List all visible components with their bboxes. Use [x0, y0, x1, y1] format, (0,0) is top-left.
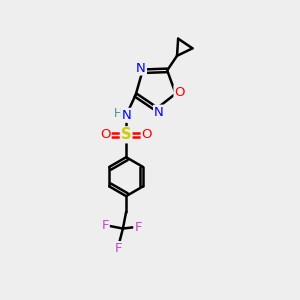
- Text: F: F: [101, 219, 109, 232]
- Text: F: F: [115, 242, 123, 255]
- Text: N: N: [136, 61, 146, 74]
- Text: H: H: [114, 107, 123, 120]
- Text: O: O: [100, 128, 111, 141]
- Text: O: O: [175, 86, 185, 99]
- Text: S: S: [121, 127, 131, 142]
- Text: N: N: [154, 106, 164, 119]
- Text: O: O: [142, 128, 152, 141]
- Text: N: N: [121, 109, 131, 122]
- Text: F: F: [134, 221, 142, 234]
